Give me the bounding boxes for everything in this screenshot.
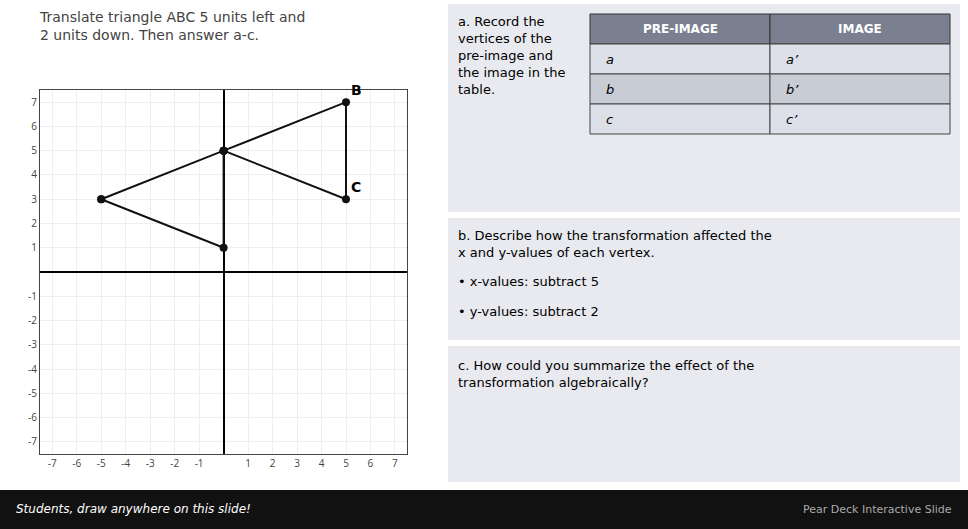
svg-text:5: 5 <box>31 143 37 157</box>
svg-text:-5: -5 <box>97 456 106 470</box>
svg-text:5: 5 <box>343 456 349 470</box>
svg-text:-4: -4 <box>121 456 130 470</box>
svg-text:-3: -3 <box>28 337 37 351</box>
svg-text:7: 7 <box>31 95 37 109</box>
svg-text:-4: -4 <box>28 362 37 376</box>
svg-text:a: a <box>606 52 614 67</box>
svg-text:IMAGE: IMAGE <box>838 22 882 36</box>
svg-text:-1: -1 <box>195 456 204 470</box>
svg-text:• y-values: subtract 2: • y-values: subtract 2 <box>458 304 599 319</box>
svg-text:C: C <box>351 179 361 195</box>
svg-text:Pear Deck Interactive Slide: Pear Deck Interactive Slide <box>803 503 952 516</box>
svg-text:b’: b’ <box>786 82 799 97</box>
svg-text:-2: -2 <box>28 313 37 327</box>
svg-text:3: 3 <box>31 192 37 206</box>
svg-text:Translate triangle ABC 5 units: Translate triangle ABC 5 units left and2… <box>39 9 305 43</box>
svg-text:-2: -2 <box>170 456 179 470</box>
svg-text:-5: -5 <box>28 386 37 400</box>
svg-text:-1: -1 <box>28 289 37 303</box>
svg-text:c: c <box>606 112 613 127</box>
svg-text:-6: -6 <box>28 410 37 424</box>
svg-text:4: 4 <box>319 456 325 470</box>
svg-text:c’: c’ <box>786 112 798 127</box>
svg-text:PRE-IMAGE: PRE-IMAGE <box>643 22 718 36</box>
svg-text:a. Record thevertices of thepr: a. Record thevertices of thepre-image an… <box>458 14 565 97</box>
svg-text:1: 1 <box>31 240 37 254</box>
svg-text:1: 1 <box>245 456 251 470</box>
svg-text:3: 3 <box>294 456 300 470</box>
svg-text:b: b <box>606 82 614 97</box>
svg-text:• x-values: subtract 5: • x-values: subtract 5 <box>458 274 599 289</box>
svg-text:a’: a’ <box>786 52 799 67</box>
svg-text:-7: -7 <box>28 434 37 448</box>
svg-text:c. How could you summarize the: c. How could you summarize the effect of… <box>458 358 754 390</box>
svg-text:Students, draw anywhere on thi: Students, draw anywhere on this slide! <box>16 502 251 516</box>
svg-text:-3: -3 <box>146 456 155 470</box>
svg-text:-7: -7 <box>48 456 57 470</box>
svg-text:2: 2 <box>270 456 276 470</box>
svg-text:-6: -6 <box>72 456 81 470</box>
svg-text:2: 2 <box>31 216 37 230</box>
svg-text:4: 4 <box>31 167 37 181</box>
svg-text:b. Describe how the transforma: b. Describe how the transformation affec… <box>458 228 772 260</box>
svg-text:B: B <box>351 82 362 98</box>
svg-text:6: 6 <box>31 119 37 133</box>
svg-text:7: 7 <box>392 456 398 470</box>
svg-text:6: 6 <box>368 456 374 470</box>
